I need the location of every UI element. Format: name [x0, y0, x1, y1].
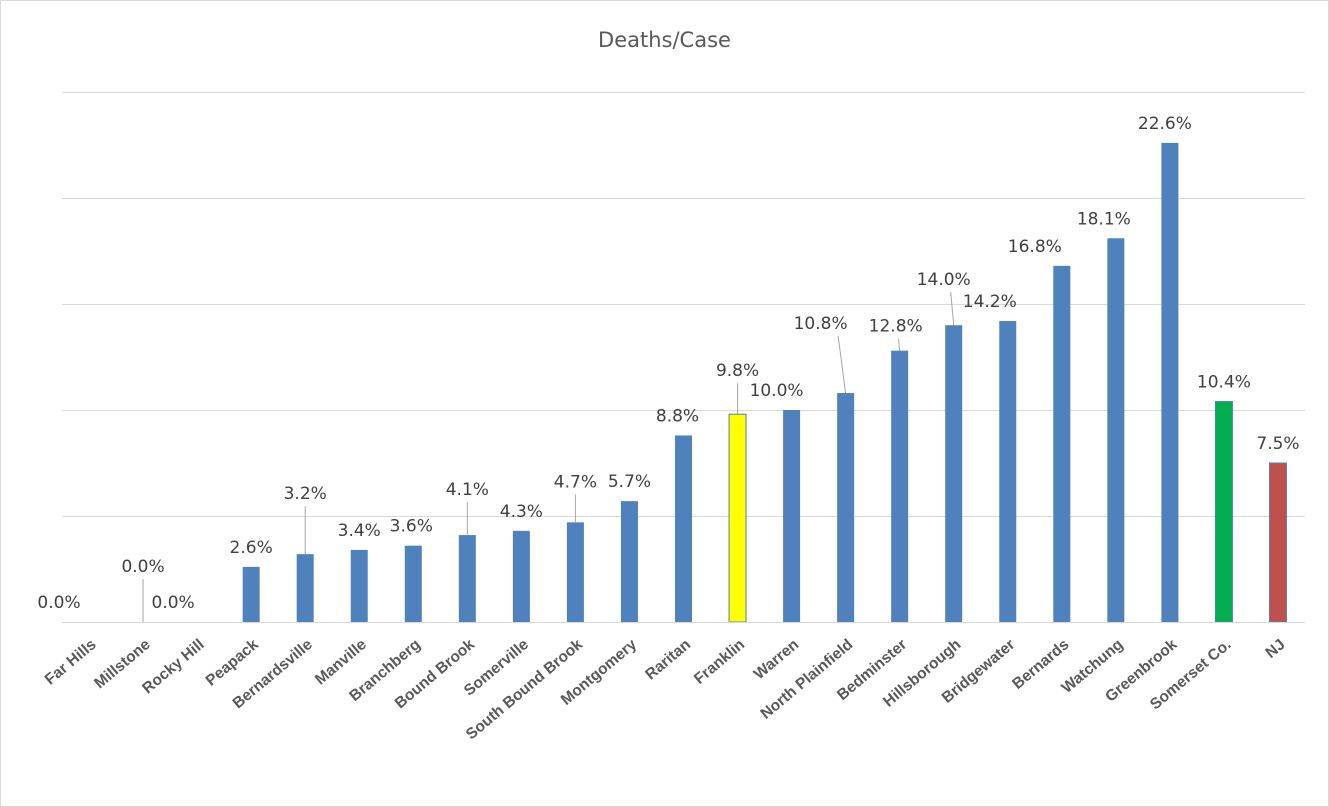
- data-label: 0.0%: [121, 557, 164, 577]
- data-label: 3.2%: [284, 484, 327, 504]
- data-label: 2.6%: [230, 538, 273, 558]
- bar-peapack: [242, 566, 260, 622]
- data-label: 3.4%: [338, 521, 381, 541]
- x-tick-label: Far Hills: [42, 636, 100, 688]
- data-label: 14.0%: [917, 270, 971, 290]
- data-label: 4.1%: [446, 480, 489, 500]
- data-label: 5.7%: [608, 472, 651, 492]
- data-label: 12.8%: [869, 317, 923, 337]
- bar-greenbrook: [1161, 142, 1179, 622]
- bar-raritan: [675, 435, 692, 622]
- data-label: 22.6%: [1138, 114, 1192, 134]
- x-tick-label: Franklin: [691, 636, 748, 688]
- bar-bridgewater: [999, 320, 1017, 622]
- bar-bound-brook: [458, 535, 476, 622]
- bar-somerville: [512, 530, 530, 622]
- x-tick-label: Warren: [751, 636, 802, 683]
- data-label: 3.6%: [390, 517, 433, 537]
- bar-bernardsville: [296, 554, 314, 622]
- data-label: 10.8%: [794, 314, 848, 334]
- data-label: 18.1%: [1077, 209, 1131, 229]
- bar-somerset-co-: [1214, 401, 1233, 623]
- x-tick-label: Raritan: [642, 636, 694, 683]
- data-label: 10.4%: [1197, 373, 1251, 393]
- data-label: 4.3%: [500, 502, 543, 522]
- bar-hillsborough: [945, 325, 963, 622]
- leader-line: [897, 338, 901, 351]
- bar-bedminster: [891, 350, 909, 622]
- bar-watchung: [1107, 238, 1125, 622]
- data-label: 8.8%: [656, 406, 699, 426]
- data-label: 0.0%: [37, 593, 80, 613]
- leader-line: [837, 335, 847, 394]
- data-label: 0.0%: [152, 593, 195, 613]
- bar-bernards: [1053, 265, 1071, 622]
- data-label: 14.2%: [963, 292, 1017, 312]
- bar-montgomery: [620, 501, 638, 622]
- bar-north-plainfield: [837, 393, 855, 622]
- x-tick-label: North Plainfield: [758, 636, 857, 723]
- bar-south-bound-brook: [566, 522, 584, 622]
- data-label: 9.8%: [716, 361, 759, 381]
- bar-nj: [1268, 462, 1287, 623]
- bar-manville: [350, 549, 368, 622]
- bar-warren: [783, 410, 801, 622]
- data-label: 7.5%: [1256, 434, 1299, 454]
- bar-franklin: [728, 413, 747, 623]
- leader-line: [950, 292, 955, 326]
- bar-branchberg: [404, 545, 422, 622]
- chart-title: Deaths/Case: [598, 28, 731, 52]
- data-label: 4.7%: [554, 472, 597, 492]
- data-label: 16.8%: [1008, 237, 1062, 257]
- data-label: 10.0%: [750, 381, 804, 401]
- x-tick-label: NJ: [1262, 636, 1288, 662]
